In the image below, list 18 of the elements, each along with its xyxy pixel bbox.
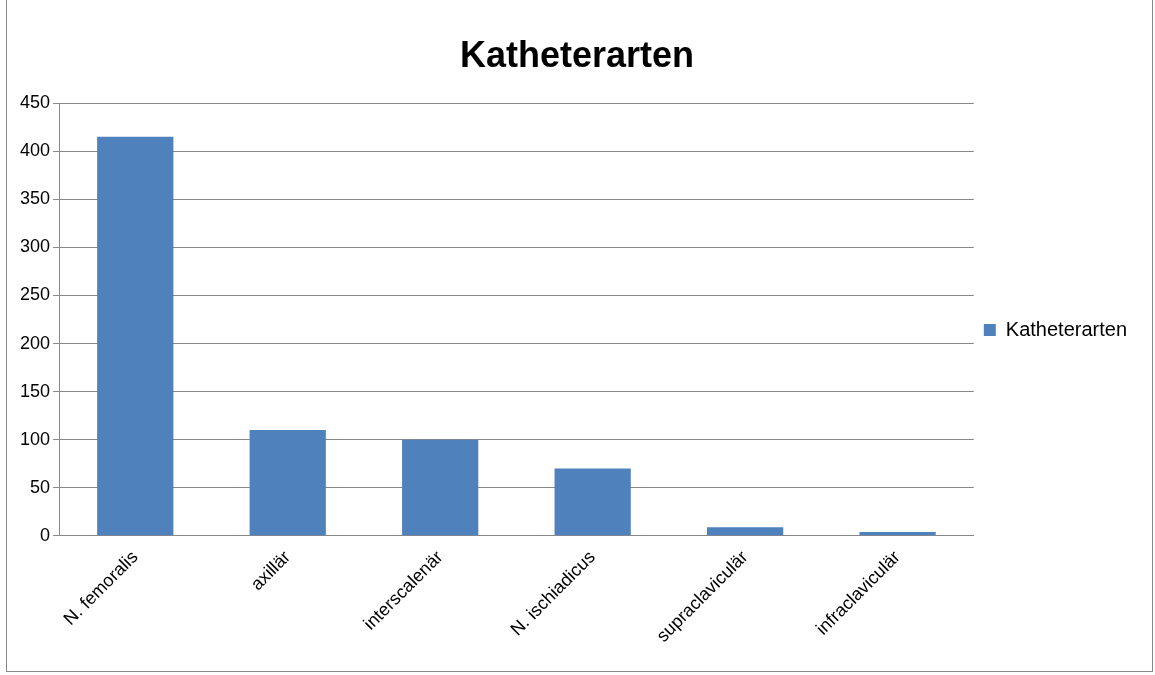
y-tick-label: 50 [30, 476, 51, 497]
y-tick-label: 0 [40, 524, 51, 545]
y-tick-label: 350 [19, 188, 51, 209]
y-tick-label: 400 [19, 140, 51, 161]
y-tick-label: 150 [19, 380, 51, 401]
bar [402, 439, 479, 536]
y-tick-label: 450 [19, 92, 51, 113]
y-tick-label: 300 [19, 236, 51, 257]
bar [97, 136, 174, 536]
bar [249, 430, 326, 536]
chart-title: Katheterarten [459, 33, 695, 75]
y-tick-label: 100 [19, 428, 51, 449]
legend-label: Katheterarten [1005, 317, 1128, 340]
y-tick-label: 200 [19, 332, 51, 353]
bar [554, 468, 631, 536]
bar [859, 531, 936, 536]
bar [707, 527, 784, 536]
y-tick-label: 250 [19, 284, 51, 305]
